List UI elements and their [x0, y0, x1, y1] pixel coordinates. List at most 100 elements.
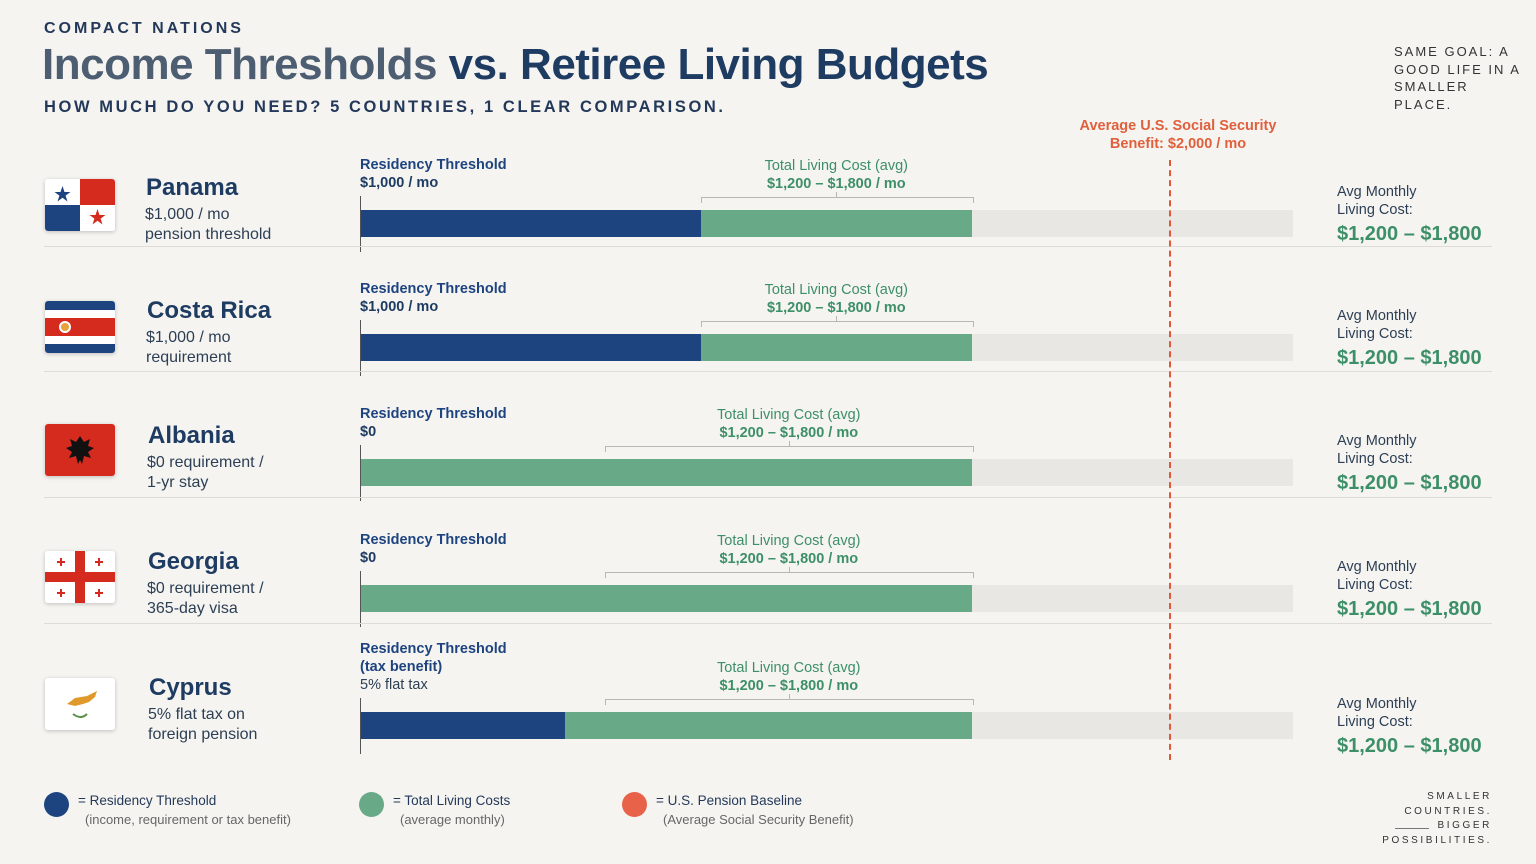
living-cost-value: $1,200 – $1,800 / mo	[719, 551, 859, 567]
social-security-label: Average U.S. Social Security Benefit: $2…	[1068, 117, 1288, 153]
avg-cost-label-2: Living Cost:	[1337, 714, 1413, 730]
living-cost-title: Total Living Cost (avg)	[717, 407, 861, 423]
footer-line2: BIGGER POSSIBILITIES.	[1382, 820, 1492, 846]
avg-cost-label-1: Avg Monthly	[1337, 308, 1417, 324]
social-security-label-line2: Benefit: $2,000 / mo	[1109, 136, 1247, 152]
threshold-value: $0	[360, 550, 377, 566]
country-desc: $0 requirement / 1-yr stay	[147, 453, 327, 492]
row-divider	[44, 371, 1492, 372]
kicker: COMPACT NATIONS	[44, 20, 244, 37]
footer-line1: SMALLER COUNTRIES.	[1404, 791, 1492, 817]
row-divider	[44, 246, 1492, 247]
legend-pension-label: = U.S. Pension Baseline	[656, 793, 802, 808]
social-security-label-line1: Average U.S. Social Security	[1079, 118, 1277, 134]
bar-axis	[360, 320, 361, 376]
threshold-label-line: Residency Threshold	[360, 157, 507, 173]
living-cost-title: Total Living Cost (avg)	[764, 158, 909, 174]
avg-cost-summary: Avg Monthly Living Cost: $1,200 – $1,800	[1337, 183, 1482, 244]
legend-threshold-dot	[44, 792, 69, 817]
country-desc: $0 requirement / 365-day visa	[147, 579, 327, 618]
legend-pension-sub: (Average Social Security Benefit)	[663, 812, 854, 827]
living-cost-bracket	[700, 321, 975, 327]
living-cost-bracket	[605, 699, 975, 705]
living-cost-label: Total Living Cost (avg) $1,200 – $1,800 …	[706, 281, 966, 317]
living-cost-bracket-tick	[836, 316, 838, 321]
living-cost-bracket	[700, 197, 975, 203]
row-divider	[44, 623, 1492, 624]
avg-cost-label-2: Living Cost:	[1337, 451, 1413, 467]
country-name: Costa Rica	[147, 297, 272, 324]
country-desc-line1: $1,000 / mo	[145, 206, 230, 223]
title-part-1: Income Thresholds	[42, 40, 437, 89]
avg-cost-label-1: Avg Monthly	[1337, 696, 1417, 712]
avg-cost-value: $1,200 – $1,800	[1337, 472, 1482, 494]
threshold-label: Residency Threshold $1,000 / mo	[360, 280, 507, 316]
country-desc-line1: $0 requirement /	[147, 454, 264, 471]
avg-cost-label-2: Living Cost:	[1337, 577, 1413, 593]
living-cost-bar	[564, 712, 973, 739]
living-cost-value: $1,200 – $1,800 / mo	[766, 176, 906, 192]
country-desc-line1: $0 requirement /	[147, 580, 264, 597]
living-cost-label: Total Living Cost (avg) $1,200 – $1,800 …	[659, 659, 919, 695]
avg-cost-label-2: Living Cost:	[1337, 326, 1413, 342]
living-cost-bracket-tick	[836, 192, 838, 197]
avg-cost-summary: Avg Monthly Living Cost: $1,200 – $1,800	[1337, 432, 1482, 494]
country-desc-line2: 1-yr stay	[147, 473, 209, 491]
threshold-value: $1,000 / mo	[360, 299, 439, 315]
legend-living-cost-dot	[359, 792, 384, 817]
avg-cost-label-1: Avg Monthly	[1337, 184, 1417, 200]
legend-pension-dot	[622, 792, 647, 817]
threshold-label-line: Residency Threshold	[360, 532, 507, 548]
living-cost-value: $1,200 – $1,800 / mo	[766, 300, 906, 316]
living-cost-bracket-tick	[788, 441, 790, 446]
panama-flag-icon	[45, 179, 115, 231]
avg-cost-summary: Avg Monthly Living Cost: $1,200 – $1,800	[1337, 558, 1482, 620]
threshold-value: 5% flat tax	[360, 677, 428, 693]
costa-rica-flag-icon	[45, 301, 115, 353]
country-desc: $1,000 / mo pension threshold	[145, 205, 325, 244]
living-cost-bar	[700, 334, 973, 361]
living-cost-value: $1,200 – $1,800 / mo	[719, 425, 859, 441]
threshold-label-line: Residency Threshold	[360, 641, 507, 657]
legend-threshold-sub: (income, requirement or tax benefit)	[85, 812, 291, 827]
living-cost-label: Total Living Cost (avg) $1,200 – $1,800 …	[706, 157, 966, 193]
threshold-label: Residency Threshold $0	[360, 531, 507, 567]
country-desc: 5% flat tax on foreign pension	[148, 705, 328, 744]
country-desc-line2: 365-day visa	[147, 599, 238, 617]
country-name: Cyprus	[149, 674, 232, 701]
living-cost-bar	[700, 210, 973, 237]
living-cost-bracket-tick	[788, 694, 790, 699]
row-divider	[44, 497, 1492, 498]
avg-cost-label-2: Living Cost:	[1337, 202, 1413, 218]
avg-cost-label-1: Avg Monthly	[1337, 433, 1417, 449]
georgia-flag-icon	[45, 551, 115, 603]
threshold-bar	[361, 712, 565, 739]
country-name: Georgia	[148, 548, 239, 575]
threshold-label: Residency Threshold $0	[360, 405, 507, 441]
bar-axis	[360, 445, 361, 501]
country-desc-line2: requirement	[146, 348, 232, 366]
bar-axis	[360, 571, 361, 627]
avg-cost-value: $1,200 – $1,800	[1337, 347, 1482, 369]
threshold-label: Residency Threshold $1,000 / mo	[360, 156, 507, 192]
country-name: Albania	[148, 422, 235, 449]
legend-threshold-label: = Residency Threshold	[78, 793, 217, 808]
footer-rule	[1395, 828, 1429, 829]
legend-living-cost-label: = Total Living Costs	[393, 793, 511, 808]
threshold-label-line: (tax benefit)	[360, 659, 443, 675]
living-cost-bar	[361, 585, 973, 612]
country-desc-line2: pension threshold	[145, 225, 272, 243]
country-desc-line1: 5% flat tax on	[148, 706, 245, 723]
living-cost-label: Total Living Cost (avg) $1,200 – $1,800 …	[659, 532, 919, 568]
threshold-label-line: Residency Threshold	[360, 406, 507, 422]
avg-cost-summary: Avg Monthly Living Cost: $1,200 – $1,800	[1337, 307, 1482, 369]
living-cost-bracket	[605, 572, 975, 578]
avg-cost-value: $1,200 – $1,800	[1337, 735, 1482, 757]
avg-cost-value: $1,200 – $1,800	[1337, 598, 1482, 620]
country-desc: $1,000 / mo requirement	[146, 328, 326, 367]
page-title: Income Thresholds vs. Retiree Living Bud…	[42, 40, 989, 90]
living-cost-bracket-tick	[788, 567, 790, 572]
threshold-value: $0	[360, 424, 377, 440]
living-cost-title: Total Living Cost (avg)	[717, 660, 861, 676]
country-desc-line1: $1,000 / mo	[146, 329, 231, 346]
